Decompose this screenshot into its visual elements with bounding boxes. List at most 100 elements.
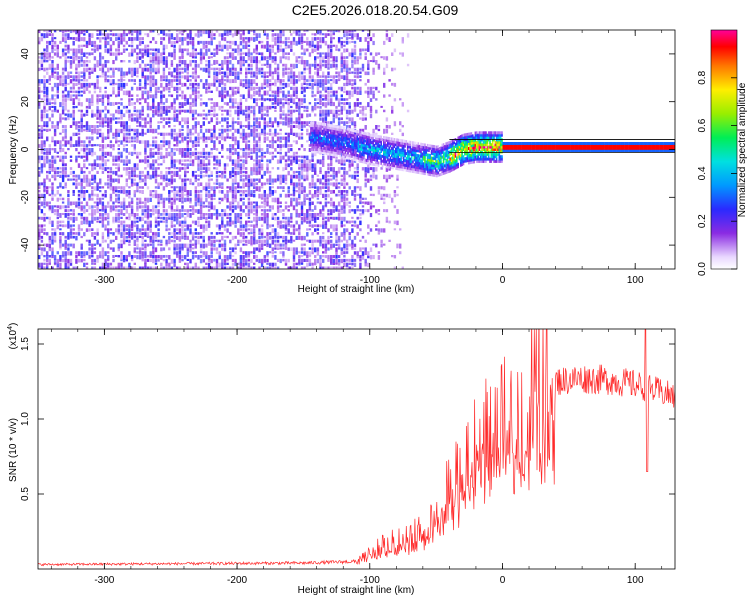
heatmap-cell xyxy=(144,232,147,237)
heatmap-cell xyxy=(141,201,144,204)
heatmap-cell xyxy=(51,109,54,113)
heatmap-cell xyxy=(351,262,354,266)
heatmap-cell xyxy=(136,186,139,190)
heatmap-cell xyxy=(56,213,59,217)
heatmap-cell xyxy=(117,163,120,168)
heatmap-cell xyxy=(189,52,192,57)
heatmap-cell xyxy=(322,71,325,77)
heatmap-cell xyxy=(51,232,54,236)
heatmap-cell xyxy=(160,247,163,252)
heatmap-cell xyxy=(144,262,147,268)
heatmap-cell xyxy=(88,144,91,147)
heatmap-cell xyxy=(205,266,208,269)
heatmap-cell xyxy=(133,79,136,83)
heatmap-cell xyxy=(268,44,272,48)
heatmap-cell xyxy=(311,266,314,269)
heatmap-cell xyxy=(109,182,113,187)
heatmap-cell xyxy=(173,159,176,163)
heatmap-cell xyxy=(130,37,134,41)
heatmap-cell xyxy=(96,105,99,111)
heatmap-cell xyxy=(51,102,54,105)
heatmap-cell xyxy=(154,52,158,57)
heatmap-cell xyxy=(250,228,253,232)
heatmap-cell xyxy=(186,224,189,230)
heatmap-cell xyxy=(75,266,78,269)
heatmap-cell xyxy=(218,243,221,248)
heatmap-cell xyxy=(104,48,107,53)
heatmap-cell xyxy=(260,132,264,136)
heatmap-cell xyxy=(199,128,203,134)
heatmap-cell xyxy=(271,205,274,210)
heatmap-cell xyxy=(91,174,94,179)
heatmap-cell xyxy=(120,220,123,225)
heatmap-cell xyxy=(168,201,171,204)
heatmap-cell xyxy=(173,113,176,118)
heatmap-cell xyxy=(136,155,139,159)
heatmap-cell xyxy=(75,205,78,208)
heatmap-cell xyxy=(117,174,120,178)
heatmap-cell xyxy=(268,159,272,164)
heatmap-cell xyxy=(242,44,245,50)
heatmap-cell xyxy=(351,121,354,126)
heatmap-cell xyxy=(306,228,309,231)
heatmap-cell xyxy=(330,30,333,33)
heatmap-cell xyxy=(268,251,272,254)
heatmap-cell xyxy=(218,121,221,124)
heatmap-cell xyxy=(146,216,150,220)
heatmap-cell xyxy=(303,67,306,71)
heatmap-cell xyxy=(245,193,248,198)
heatmap-cell xyxy=(104,216,107,221)
heatmap-cell xyxy=(128,67,131,73)
heatmap-cell xyxy=(359,266,362,269)
heatmap-cell xyxy=(88,140,91,144)
heatmap-cell xyxy=(290,213,293,218)
heatmap-cell xyxy=(184,67,187,73)
heatmap-cell xyxy=(202,151,205,155)
heatmap-cell xyxy=(40,247,44,251)
heatmap-cell xyxy=(258,109,261,114)
heatmap-cell xyxy=(117,262,120,268)
heatmap-cell xyxy=(162,48,166,54)
heatmap-cell xyxy=(136,30,139,34)
heatmap-cell xyxy=(189,63,192,67)
heatmap-cell xyxy=(303,148,306,152)
heatmap-cell xyxy=(176,90,179,94)
heatmap-cell xyxy=(226,121,229,125)
heatmap-cell xyxy=(85,60,89,63)
heatmap-cell xyxy=(181,167,184,170)
heatmap-cell xyxy=(292,155,296,161)
heatmap-cell xyxy=(231,117,235,122)
heatmap-cell xyxy=(178,224,182,227)
heatmap-cell xyxy=(223,255,227,259)
heatmap-cell xyxy=(85,190,89,193)
heatmap-cell xyxy=(332,209,335,213)
heatmap-cell xyxy=(162,144,166,148)
heatmap-cell xyxy=(319,56,322,61)
heatmap-cell xyxy=(311,251,314,255)
heatmap-cell xyxy=(46,170,49,174)
heatmap-cell xyxy=(247,186,251,190)
heatmap-cell xyxy=(345,228,349,233)
heatmap-cell xyxy=(141,86,144,89)
heatmap-cell xyxy=(271,144,274,149)
heatmap-cell xyxy=(274,121,277,124)
heatmap-cell xyxy=(120,262,123,267)
heatmap-cell xyxy=(308,102,312,105)
heatmap-cell xyxy=(109,67,113,71)
heatmap-cell xyxy=(160,193,163,198)
heatmap-cell xyxy=(322,209,325,212)
heatmap-cell xyxy=(144,251,147,256)
heatmap-cell xyxy=(117,33,120,38)
heatmap-cell xyxy=(327,178,330,182)
heatmap-cell xyxy=(189,109,192,114)
heatmap-cell xyxy=(319,37,322,42)
heatmap-cell xyxy=(274,178,277,183)
heatmap-cell xyxy=(234,178,237,183)
heatmap-cell xyxy=(226,79,229,83)
heatmap-cell xyxy=(40,155,44,161)
heatmap-cell xyxy=(168,105,171,109)
heatmap-cell xyxy=(138,102,142,105)
heatmap-cell xyxy=(157,209,160,214)
heatmap-cell xyxy=(300,75,304,80)
heatmap-cell xyxy=(340,182,343,186)
